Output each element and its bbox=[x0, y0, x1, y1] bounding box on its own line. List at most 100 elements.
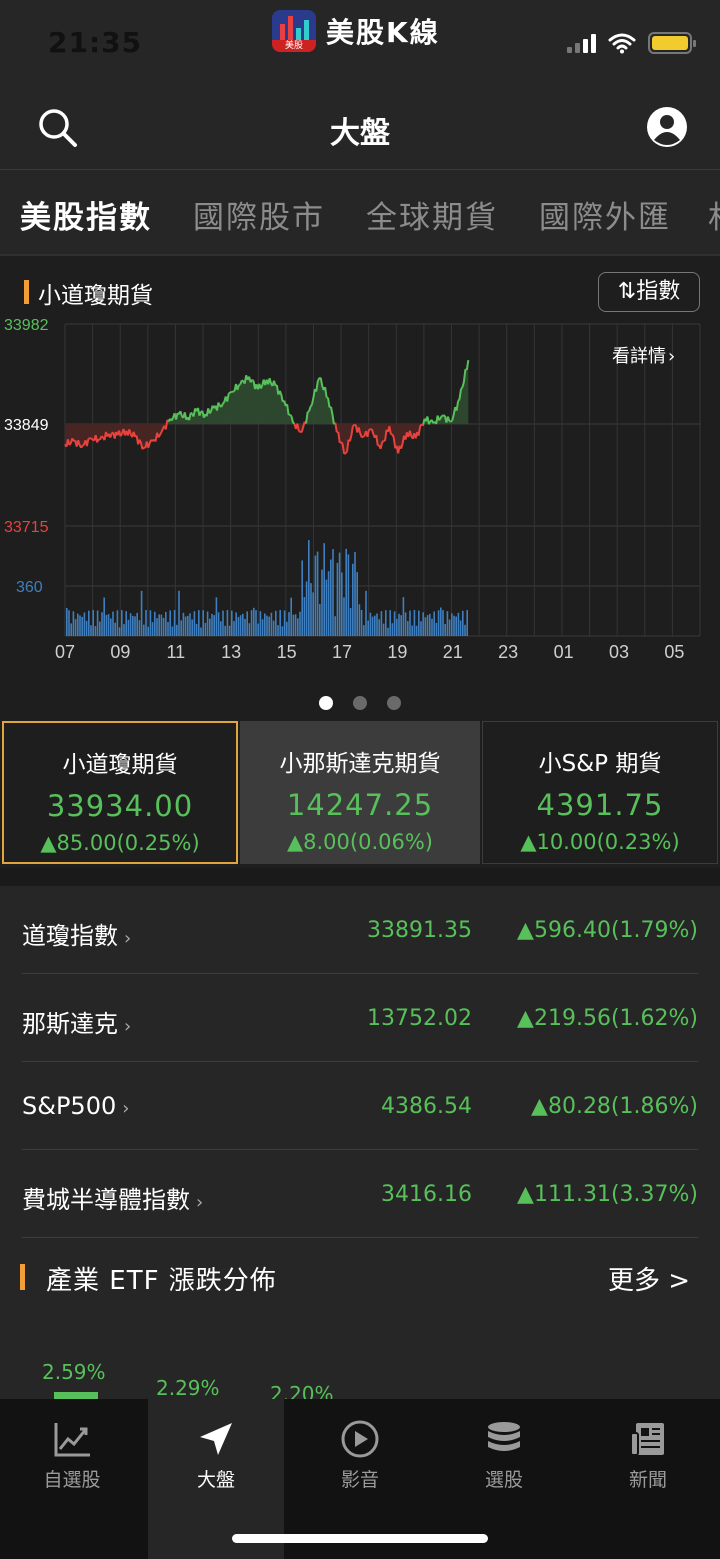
volume-bar bbox=[310, 583, 312, 636]
futures-card-dow[interactable]: 小道瓊期貨 33934.00 ▲85.00(0.25%) bbox=[2, 721, 238, 864]
volume-bar bbox=[209, 618, 211, 636]
volume-bar bbox=[264, 613, 266, 636]
chart-mode-toggle-button[interactable]: ⇅指數 bbox=[598, 272, 700, 312]
card-price: 33934.00 bbox=[46, 789, 194, 823]
volume-bar bbox=[233, 621, 235, 636]
etf-more-link[interactable]: 更多 > bbox=[607, 1266, 690, 1296]
index-change: ▲111.31(3.37%) bbox=[517, 1182, 698, 1207]
volume-bar bbox=[160, 614, 163, 636]
volume-bar bbox=[235, 612, 237, 636]
intraday-chart[interactable]: 33982 33849 33715 360 07 09 11 13 15 17 19 21 23 01 03… bbox=[0, 256, 720, 676]
volume-bar bbox=[391, 623, 394, 636]
volume-bar bbox=[68, 610, 70, 636]
tab-intl-forex[interactable]: 國際外匯 bbox=[539, 200, 671, 236]
futures-card-nasdaq[interactable]: 小那斯達克期貨 14247.25 ▲8.00(0.06%) bbox=[240, 721, 480, 864]
status-bar: 21:35 美股 美股K線 bbox=[0, 0, 720, 86]
volume-bar bbox=[466, 610, 468, 636]
tabbar-screener[interactable]: 選股 bbox=[432, 1399, 576, 1559]
user-account-icon[interactable] bbox=[646, 106, 688, 148]
volume-bar bbox=[343, 597, 345, 636]
search-icon[interactable] bbox=[36, 106, 80, 150]
tab-us-indices[interactable]: 美股指數 bbox=[20, 200, 152, 236]
app-logo-label: 美股 bbox=[272, 40, 316, 52]
volume-bar bbox=[433, 611, 435, 636]
volume-bar bbox=[301, 560, 303, 636]
volume-bar bbox=[85, 620, 88, 636]
tabbar-watchlist[interactable]: 自選股 bbox=[0, 1399, 144, 1559]
volume-bar bbox=[94, 626, 97, 636]
volume-bar bbox=[299, 611, 301, 636]
volume-bar bbox=[118, 627, 121, 636]
tabbar-media[interactable]: 影音 bbox=[288, 1399, 432, 1559]
volume-bar bbox=[330, 559, 332, 636]
tab-global-futures[interactable]: 全球期貨 bbox=[366, 200, 498, 236]
volume-bar bbox=[352, 563, 354, 636]
volume-bar bbox=[402, 597, 405, 636]
volume-bar bbox=[253, 607, 255, 636]
futures-card-sp[interactable]: 小S&P 期貨 4391.75 ▲10.00(0.23%) bbox=[482, 721, 718, 864]
app-name: 美股K線 bbox=[326, 16, 440, 49]
volume-bar bbox=[303, 597, 306, 636]
volume-bar bbox=[325, 579, 328, 636]
volume-bar bbox=[202, 610, 204, 636]
volume-bar bbox=[101, 612, 103, 636]
etf-title-accent bbox=[20, 1264, 25, 1290]
tab-intl-stocks[interactable]: 國際股市 bbox=[193, 200, 325, 236]
volume-bar bbox=[154, 611, 156, 636]
volume-bar bbox=[162, 617, 165, 636]
volume-bar bbox=[79, 615, 81, 636]
pager-dot[interactable] bbox=[319, 696, 333, 710]
index-row-sp500[interactable]: S&P500 › 4386.54 ▲80.28(1.86%) bbox=[22, 1062, 698, 1150]
tab-more-partial[interactable]: 村 bbox=[708, 192, 720, 237]
volume-bar bbox=[138, 620, 141, 636]
volume-bar bbox=[176, 624, 178, 636]
volume-bar bbox=[237, 617, 240, 636]
volume-bar bbox=[290, 597, 292, 636]
volume-bar bbox=[369, 612, 372, 636]
volume-bar bbox=[90, 625, 92, 636]
volume-bar bbox=[268, 616, 270, 636]
volume-bar bbox=[385, 610, 387, 636]
volume-bar bbox=[72, 611, 75, 636]
tabbar-news[interactable]: 新聞 bbox=[576, 1399, 720, 1559]
index-row-dow[interactable]: 道瓊指數 › 33891.35 ▲596.40(1.79%) bbox=[22, 886, 698, 974]
etf-bar[interactable] bbox=[54, 1392, 98, 1400]
card-change: ▲85.00(0.25%) bbox=[40, 831, 200, 855]
volume-bar bbox=[363, 625, 365, 636]
volume-bar bbox=[448, 619, 451, 636]
wifi-icon bbox=[608, 33, 636, 54]
market-tabs: 美股指數 國際股市 全球期貨 國際外匯 村 bbox=[0, 170, 720, 256]
status-time: 21:35 bbox=[48, 26, 143, 59]
volume-bar bbox=[453, 615, 455, 636]
volume-bar bbox=[360, 610, 363, 636]
volume-bar bbox=[305, 581, 308, 636]
volume-bar bbox=[314, 555, 317, 636]
card-change: ▲10.00(0.23%) bbox=[520, 830, 680, 854]
volume-bar bbox=[367, 620, 369, 636]
index-row-nasdaq[interactable]: 那斯達克 › 13752.02 ▲219.56(1.62%) bbox=[22, 974, 698, 1062]
x-tick-label: 01 bbox=[554, 642, 574, 662]
volume-bar bbox=[259, 611, 262, 636]
volume-bar bbox=[442, 610, 444, 636]
tabbar-market[interactable]: 大盤 bbox=[148, 1399, 284, 1559]
x-tick-label: 05 bbox=[664, 642, 684, 662]
database-stack-icon bbox=[488, 1422, 520, 1451]
tab-label: 選股 bbox=[484, 1469, 523, 1491]
pager-dot[interactable] bbox=[353, 696, 367, 710]
pager-dot[interactable] bbox=[387, 696, 401, 710]
volume-bar bbox=[411, 625, 413, 636]
volume-bar bbox=[169, 610, 171, 636]
volume-bar bbox=[151, 622, 154, 636]
volume-bar bbox=[74, 619, 77, 636]
card-change: ▲8.00(0.06%) bbox=[286, 830, 433, 854]
nav-header: 大盤 bbox=[0, 86, 720, 170]
volume-bar bbox=[396, 618, 398, 636]
play-circle-icon bbox=[341, 1420, 379, 1458]
x-tick-label: 19 bbox=[387, 642, 407, 662]
volume-bar bbox=[143, 624, 145, 636]
volume-bar bbox=[319, 604, 321, 636]
view-details-link[interactable]: 看詳情 › bbox=[612, 346, 676, 367]
index-row-sox[interactable]: 費城半導體指數 › 3416.16 ▲111.31(3.37%) bbox=[22, 1150, 698, 1238]
volume-bar bbox=[341, 572, 343, 636]
volume-bar bbox=[255, 610, 257, 636]
